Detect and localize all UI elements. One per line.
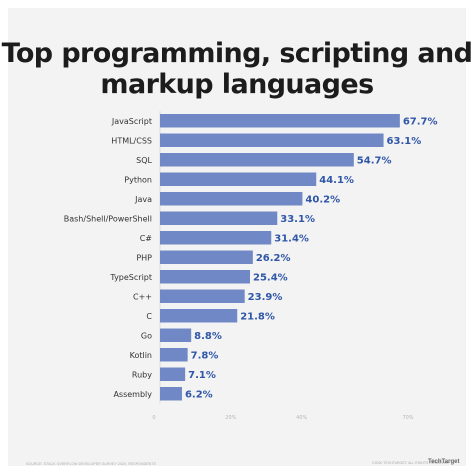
- bar: [160, 114, 400, 128]
- value-label: 54.7%: [357, 155, 392, 166]
- category-label: TypeScript: [109, 273, 152, 282]
- value-label: 7.8%: [191, 350, 219, 361]
- bar: [160, 231, 272, 245]
- value-label: 8.8%: [194, 331, 222, 342]
- techtarget-logo: TechTarget: [428, 459, 460, 465]
- bar: [160, 153, 354, 167]
- copyright-note: ©2020 TECHTARGET. ALL RIGHTS RESERVED: [372, 461, 449, 465]
- category-label: Ruby: [132, 370, 152, 379]
- value-label: 67.7%: [403, 116, 438, 127]
- category-label: Go: [141, 331, 152, 340]
- value-label: 21.8%: [240, 311, 275, 322]
- bar: [160, 250, 253, 264]
- bar: [160, 289, 245, 303]
- value-label: 33.1%: [280, 214, 315, 225]
- value-label: 63.1%: [387, 136, 422, 147]
- category-label: C: [146, 312, 152, 321]
- category-label: Assembly: [113, 390, 152, 399]
- bar: [160, 387, 182, 401]
- category-label: Python: [124, 175, 152, 184]
- value-label: 44.1%: [319, 175, 354, 186]
- x-tick-label: 0: [152, 415, 155, 421]
- source-note: SOURCE: STACK OVERFLOW DEVELOPER SURVEY …: [26, 462, 156, 466]
- chart-title: Top programming, scripting and markup la…: [1, 38, 473, 100]
- category-label: HTML/CSS: [111, 136, 152, 145]
- value-label: 7.1%: [188, 370, 216, 381]
- bars-group: JavaScript 67.7% HTML/CSS 63.1% SQL 54.7% Pyth…: [64, 114, 438, 401]
- value-label: 31.4%: [274, 233, 309, 244]
- bar: [160, 211, 278, 225]
- category-label: C++: [133, 292, 152, 301]
- category-label: SQL: [136, 156, 152, 165]
- bar: [160, 133, 384, 147]
- category-label: JavaScript: [111, 117, 152, 126]
- bar: [160, 270, 250, 284]
- category-label: Kotlin: [130, 351, 152, 360]
- bar: [160, 309, 238, 323]
- x-tick-label: 20%: [225, 415, 236, 421]
- x-tick-label: 40%: [296, 415, 307, 421]
- value-label: 40.2%: [305, 194, 340, 205]
- category-label: PHP: [136, 253, 152, 262]
- category-label: Java: [134, 195, 152, 204]
- bar: [160, 172, 317, 186]
- bar: [160, 367, 186, 381]
- category-label: C#: [140, 234, 153, 243]
- category-label: Bash/Shell/PowerShell: [64, 214, 152, 223]
- value-label: 26.2%: [256, 253, 291, 264]
- value-label: 6.2%: [185, 389, 213, 400]
- bar: [160, 192, 303, 206]
- x-tick-label: 70%: [402, 415, 413, 421]
- value-label: 23.9%: [248, 292, 283, 303]
- bar: [160, 328, 192, 342]
- value-label: 25.4%: [253, 272, 288, 283]
- bar: [160, 348, 188, 362]
